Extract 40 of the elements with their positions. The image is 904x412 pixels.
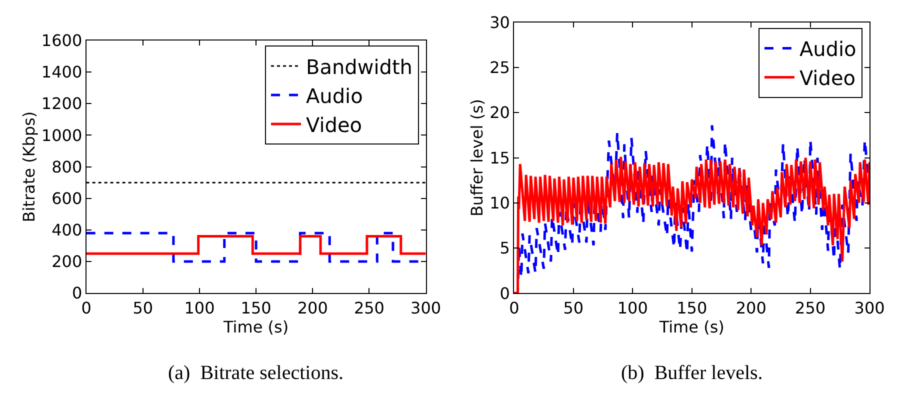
- y-tick-label: 10: [490, 193, 510, 212]
- y-tick-label: 600: [52, 188, 82, 208]
- y-axis-title: Bitrate (Kbps): [19, 111, 38, 222]
- y-tick-label: 1600: [41, 31, 82, 50]
- text: (a) Bitrate selections.: [168, 362, 344, 384]
- legend-label: Audio: [306, 84, 363, 108]
- x-tick-label: 200: [736, 298, 766, 318]
- x-tick-label: 250: [795, 298, 826, 318]
- y-tick-label: 1000: [41, 126, 82, 145]
- y-axis-title: Buffer level (s): [468, 98, 487, 217]
- x-axis-title: Time (s): [658, 317, 724, 336]
- y-tick-label: 400: [52, 220, 82, 240]
- legend-label: Video: [306, 112, 362, 137]
- y-tick-label: 25: [490, 58, 510, 78]
- legend-label: Audio: [799, 37, 856, 62]
- x-tick-label: 50: [563, 298, 584, 318]
- x-tick-label: 150: [676, 298, 708, 318]
- x-axis-title: Time (s): [222, 317, 289, 336]
- y-tick-label: 200: [52, 252, 82, 272]
- x-tick-label: 150: [240, 298, 272, 318]
- y-tick-label: 800: [52, 157, 82, 176]
- x-tick-label: 300: [410, 298, 442, 318]
- y-tick-label: 1400: [41, 62, 82, 82]
- y-tick-label: 5: [500, 238, 510, 258]
- x-tick-label: 250: [354, 298, 384, 318]
- y-tick-label: 15: [490, 148, 510, 168]
- y-tick-label: 20: [490, 103, 510, 122]
- x-tick-label: 200: [297, 298, 328, 318]
- x-tick-label: 300: [854, 298, 885, 318]
- y-tick-label: 0: [72, 284, 82, 303]
- legend-label: Video: [799, 66, 856, 90]
- y-tick-label: 30: [490, 12, 510, 32]
- text: (b) Buffer levels.: [621, 362, 763, 384]
- legend-label: Bandwidth: [306, 54, 412, 79]
- y-tick-label: 1200: [41, 94, 82, 114]
- x-tick-label: 100: [617, 298, 648, 318]
- x-tick-label: 50: [132, 298, 154, 318]
- y-tick-label: 0: [500, 284, 510, 303]
- line-series: [514, 156, 870, 294]
- x-tick-label: 100: [184, 298, 215, 318]
